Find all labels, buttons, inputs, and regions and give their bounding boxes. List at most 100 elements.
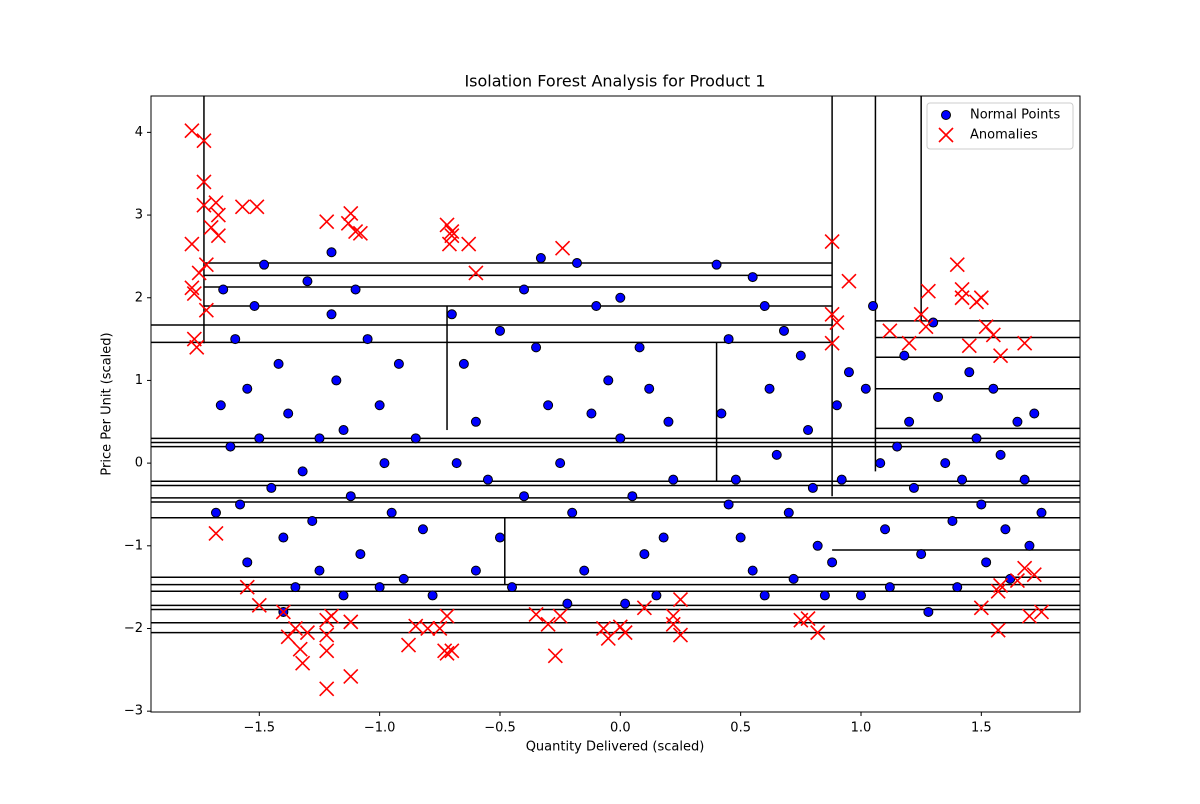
point [331, 375, 342, 386]
point [319, 643, 335, 659]
point [343, 614, 359, 630]
point [439, 645, 455, 661]
y-tick-label: 1 [135, 373, 143, 388]
point [562, 598, 573, 609]
point [343, 205, 359, 221]
point [1021, 608, 1038, 624]
point [242, 557, 253, 568]
point [295, 655, 311, 671]
point [735, 532, 746, 543]
point [348, 224, 364, 240]
point [441, 236, 458, 252]
point [788, 573, 799, 584]
point [184, 280, 200, 296]
point [636, 600, 652, 616]
point [386, 507, 397, 518]
point [627, 491, 638, 502]
point [259, 259, 270, 270]
point [1017, 335, 1033, 351]
point [350, 284, 361, 295]
point [198, 302, 214, 318]
point [186, 286, 202, 302]
point [355, 549, 366, 560]
point [552, 608, 568, 624]
point [954, 290, 970, 306]
point [993, 577, 1009, 594]
point [723, 499, 734, 510]
point [278, 532, 289, 543]
points [184, 123, 1050, 697]
point [275, 604, 291, 620]
y-axis-label: Price Per Unit (scaled) [100, 332, 115, 475]
point [875, 458, 886, 469]
point [812, 540, 823, 551]
point [899, 350, 910, 361]
point [302, 276, 313, 287]
point [1029, 408, 1040, 419]
point [323, 608, 340, 624]
point [531, 342, 542, 353]
point [287, 620, 303, 637]
point [747, 565, 758, 576]
point [543, 400, 554, 411]
point [210, 207, 226, 223]
point [189, 339, 205, 355]
point [218, 284, 229, 295]
point [554, 240, 571, 256]
point [417, 524, 428, 535]
point [1017, 560, 1033, 576]
point [644, 383, 655, 394]
point [855, 590, 866, 601]
point [314, 565, 325, 576]
point [470, 565, 481, 576]
point [251, 597, 267, 613]
point [345, 491, 356, 502]
point [880, 524, 891, 535]
point [824, 306, 840, 322]
point [952, 582, 963, 593]
point [1009, 572, 1025, 589]
point [343, 668, 359, 685]
point [981, 557, 992, 568]
point [314, 433, 325, 444]
point [439, 217, 455, 233]
point [595, 620, 612, 637]
point [184, 123, 200, 139]
x-tick-label: −0.5 [484, 721, 516, 736]
point [795, 350, 806, 361]
point [778, 325, 789, 336]
point [1033, 604, 1050, 620]
x-tick-label: 0.0 [610, 721, 631, 736]
point [410, 433, 421, 444]
point [519, 284, 530, 295]
point [913, 306, 929, 322]
y-tick-label: −2 [124, 621, 143, 636]
point [884, 582, 895, 593]
point [957, 474, 968, 485]
point [901, 335, 917, 351]
point [947, 515, 958, 526]
point [672, 591, 689, 608]
point [579, 565, 590, 576]
x-tick-label: 1.0 [851, 721, 872, 736]
point [990, 622, 1006, 638]
point [668, 474, 679, 485]
point [292, 641, 308, 657]
point [831, 400, 842, 411]
point [1026, 567, 1042, 583]
point [615, 433, 626, 444]
point [615, 292, 626, 303]
point [764, 383, 775, 394]
legend-label: Anomalies [970, 128, 1038, 143]
point [225, 441, 236, 452]
point [988, 383, 999, 394]
point [810, 625, 826, 641]
point [234, 199, 251, 215]
point [398, 573, 409, 584]
point [319, 214, 335, 230]
point [976, 499, 987, 510]
point [184, 236, 200, 252]
point [254, 433, 265, 444]
point [916, 549, 927, 560]
